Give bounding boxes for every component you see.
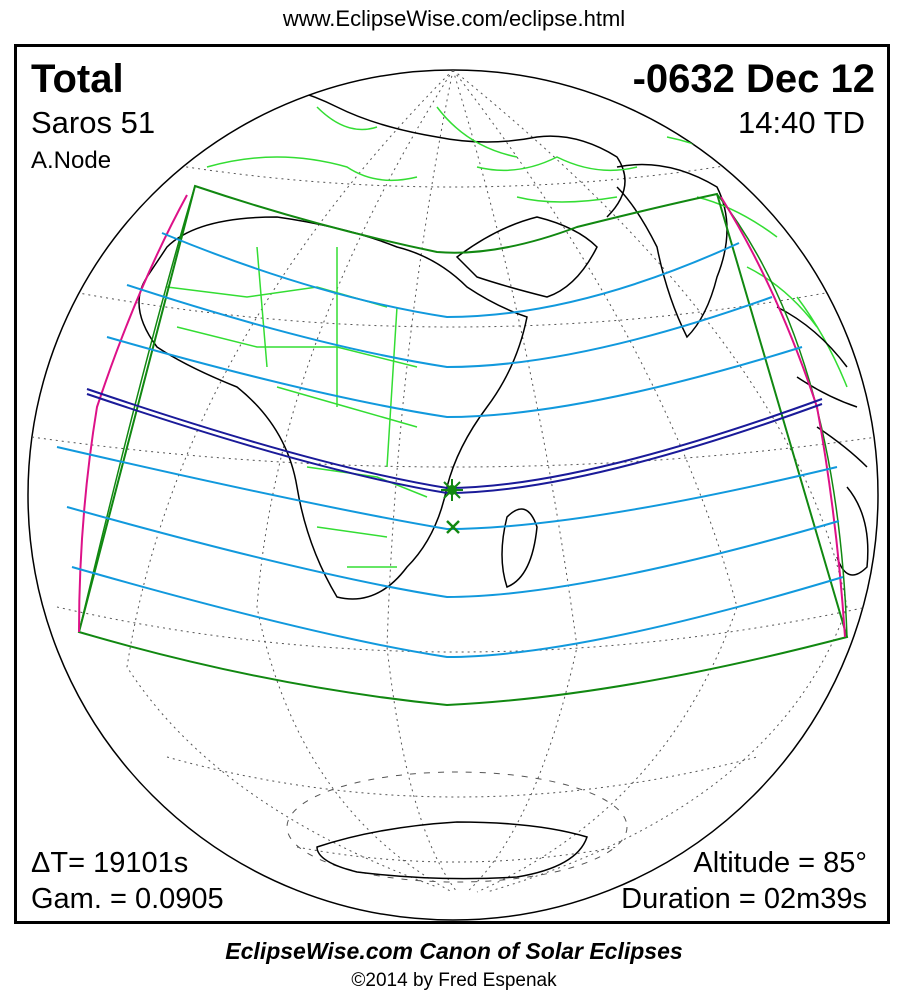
rise-set-curve-west — [78, 194, 188, 633]
duration-value: Duration = 02m39s — [621, 883, 867, 915]
central-path — [86, 388, 823, 495]
saros-number: Saros 51 — [31, 105, 156, 140]
penumbral-contours — [56, 232, 844, 659]
delta-t-value: ΔT= 19101s — [31, 847, 189, 879]
rise-set-curve-east — [720, 196, 846, 638]
graticule — [31, 70, 878, 893]
sub-solar-x-marker — [446, 520, 460, 534]
greatest-eclipse-star-marker — [441, 479, 463, 501]
gamma-value: Gam. = 0.0905 — [31, 883, 224, 915]
altitude-value: Altitude = 85° — [693, 847, 867, 879]
outer-limit-curve — [78, 185, 848, 638]
eclipse-map-panel: Total -0632 Dec 12 Saros 51 14:40 TD A.N… — [14, 44, 890, 924]
source-url[interactable]: www.EclipseWise.com/eclipse.html — [282, 6, 626, 31]
eclipse-time: 14:40 TD — [738, 105, 865, 140]
node-label: A.Node — [31, 147, 112, 174]
canon-title: EclipseWise.com Canon of Solar Eclipses — [225, 938, 683, 964]
globe-map — [27, 69, 879, 921]
eclipse-date: -0632 Dec 12 — [632, 57, 875, 101]
eclipse-type: Total — [31, 57, 124, 101]
copyright-notice: ©2014 by Fred Espenak — [351, 970, 557, 991]
